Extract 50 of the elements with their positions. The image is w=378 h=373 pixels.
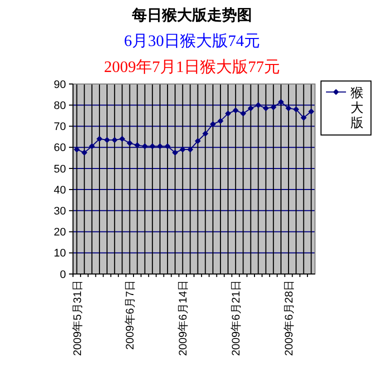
point	[172, 150, 178, 156]
point	[225, 110, 232, 117]
point	[88, 143, 95, 150]
point	[96, 136, 102, 142]
text: 2009年7月1日猴大版77元	[104, 58, 280, 76]
point	[286, 105, 292, 112]
x-tick-label: 2009年6月7日	[124, 280, 137, 350]
point	[81, 150, 88, 156]
point	[180, 146, 186, 152]
point	[126, 140, 133, 146]
point	[134, 142, 140, 148]
point	[112, 136, 118, 143]
y-tick-label: 10	[54, 248, 66, 260]
point	[262, 105, 269, 112]
y-tick-label: 20	[54, 226, 66, 239]
x-tick-label: 2009年6月14日	[178, 280, 190, 356]
point	[270, 104, 276, 110]
x-tick-label: 2009年5月31日	[72, 280, 84, 356]
y-tick-label: 70	[54, 121, 66, 134]
y-tick-label: 0	[60, 268, 66, 281]
point	[255, 102, 262, 108]
chart-title: 每日猴大版走势图	[131, 7, 252, 24]
legend-label: 猴大版	[350, 85, 364, 130]
point	[300, 114, 307, 121]
point	[248, 105, 254, 112]
point	[164, 143, 171, 150]
y-tick-label: 90	[54, 78, 66, 91]
point	[142, 143, 148, 150]
point	[217, 118, 224, 124]
point	[149, 143, 156, 150]
point	[119, 136, 126, 142]
y-tick-label: 60	[54, 142, 66, 154]
point	[202, 130, 208, 137]
chart-subtitle: 6月30日猴大版74元	[124, 32, 260, 50]
point	[232, 107, 239, 114]
x-tick-label: 2009年6月21日	[230, 280, 243, 356]
point	[187, 146, 194, 152]
point	[278, 98, 284, 105]
x-tick-label: 2009年6月28日	[284, 280, 296, 356]
point	[240, 110, 246, 117]
point	[210, 121, 216, 128]
point	[293, 106, 300, 112]
y-tick-label: 30	[54, 206, 66, 218]
point	[308, 108, 314, 114]
y-tick-label: 50	[54, 163, 66, 176]
point	[74, 146, 80, 152]
point	[156, 143, 163, 150]
y-tick-label: 40	[54, 184, 66, 196]
y-tick-label: 80	[54, 100, 66, 112]
point	[194, 138, 201, 144]
